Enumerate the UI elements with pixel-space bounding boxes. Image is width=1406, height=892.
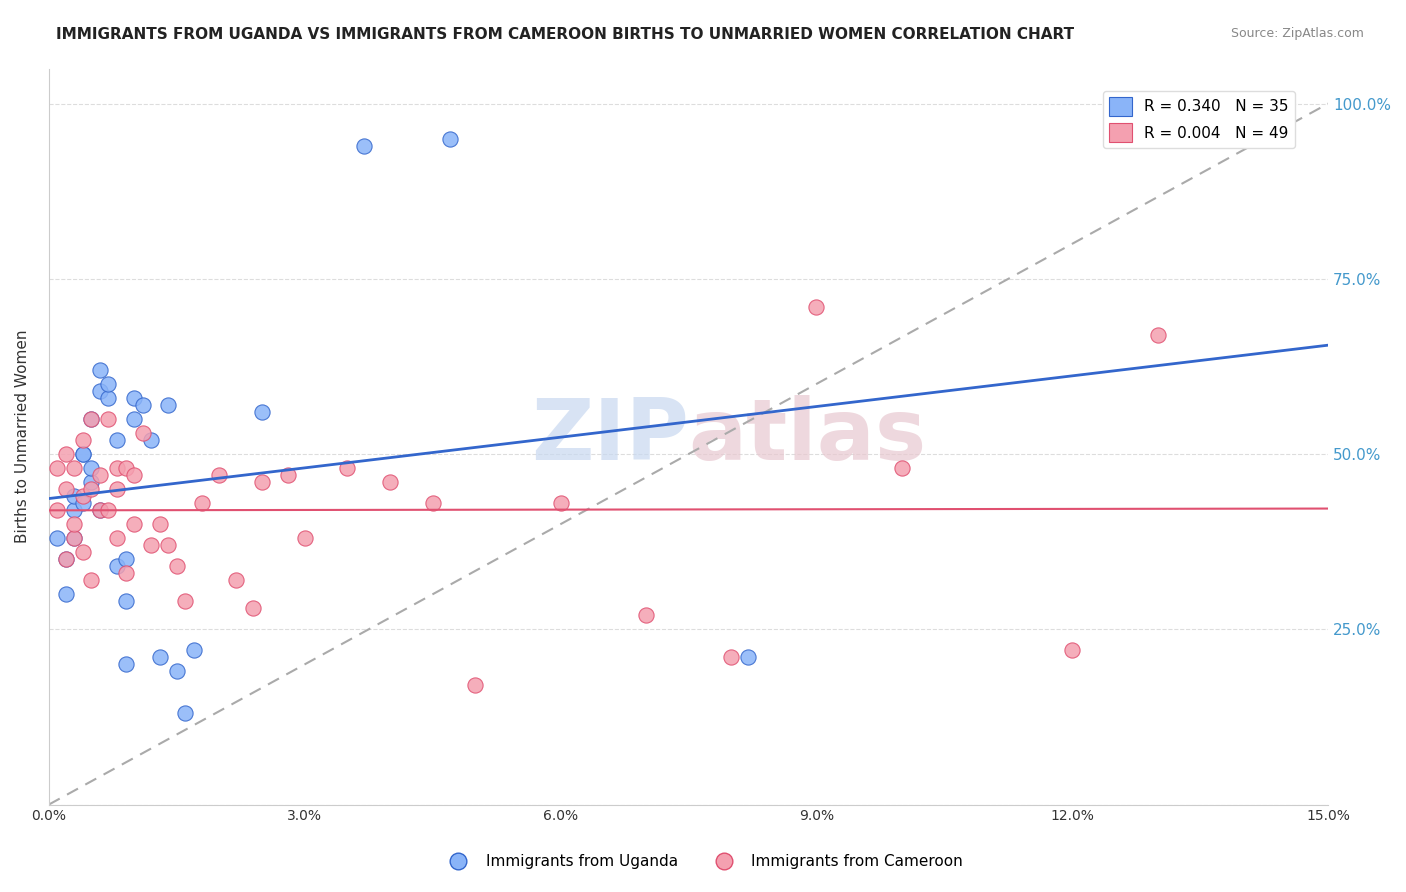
Point xyxy=(422,496,444,510)
Point xyxy=(72,447,94,461)
Point xyxy=(105,559,128,574)
Point xyxy=(97,376,120,391)
Point xyxy=(80,412,103,426)
Point xyxy=(122,468,145,483)
Point xyxy=(63,531,86,545)
Point xyxy=(114,657,136,672)
Point xyxy=(250,405,273,419)
Point xyxy=(294,531,316,545)
Point xyxy=(122,517,145,532)
Point xyxy=(225,574,247,588)
Point xyxy=(464,678,486,692)
Point xyxy=(157,398,180,412)
Point xyxy=(114,566,136,581)
Point xyxy=(80,482,103,496)
Legend: R = 0.340   N = 35, R = 0.004   N = 49: R = 0.340 N = 35, R = 0.004 N = 49 xyxy=(1104,91,1295,148)
Point xyxy=(336,461,359,475)
Point xyxy=(174,594,197,608)
Point xyxy=(720,650,742,665)
Text: Source: ZipAtlas.com: Source: ZipAtlas.com xyxy=(1230,27,1364,40)
Text: atlas: atlas xyxy=(689,395,927,478)
Point xyxy=(149,650,172,665)
Point xyxy=(634,608,657,623)
Point xyxy=(105,531,128,545)
Point xyxy=(1062,643,1084,657)
Point xyxy=(46,503,69,517)
Point xyxy=(55,482,77,496)
Point xyxy=(1146,327,1168,342)
Point xyxy=(139,433,162,447)
Point xyxy=(242,601,264,615)
Point xyxy=(191,496,214,510)
Point xyxy=(80,461,103,475)
Y-axis label: Births to Unmarried Women: Births to Unmarried Women xyxy=(15,330,30,543)
Point xyxy=(550,496,572,510)
Point xyxy=(80,574,103,588)
Point xyxy=(89,468,111,483)
Text: ZIP: ZIP xyxy=(530,395,689,478)
Point xyxy=(63,531,86,545)
Point xyxy=(114,594,136,608)
Point xyxy=(122,412,145,426)
Point xyxy=(72,447,94,461)
Point xyxy=(208,468,231,483)
Point xyxy=(89,503,111,517)
Point xyxy=(63,461,86,475)
Point xyxy=(131,425,153,440)
Point xyxy=(55,587,77,601)
Point xyxy=(55,552,77,566)
Point xyxy=(89,363,111,377)
Point xyxy=(105,461,128,475)
Point xyxy=(157,538,180,552)
Point xyxy=(166,559,188,574)
Point xyxy=(114,552,136,566)
Point xyxy=(63,489,86,503)
Point xyxy=(97,412,120,426)
Legend: Immigrants from Uganda, Immigrants from Cameroon: Immigrants from Uganda, Immigrants from … xyxy=(437,848,969,875)
Point xyxy=(131,398,153,412)
Point xyxy=(277,468,299,483)
Point xyxy=(122,391,145,405)
Point xyxy=(174,706,197,721)
Point xyxy=(46,461,69,475)
Point xyxy=(55,552,77,566)
Point xyxy=(72,545,94,559)
Point xyxy=(105,482,128,496)
Point xyxy=(63,503,86,517)
Point xyxy=(97,503,120,517)
Point xyxy=(183,643,205,657)
Point xyxy=(139,538,162,552)
Point xyxy=(250,475,273,490)
Point xyxy=(149,517,172,532)
Point xyxy=(114,461,136,475)
Point xyxy=(166,665,188,679)
Point xyxy=(378,475,401,490)
Point xyxy=(105,433,128,447)
Point xyxy=(890,461,912,475)
Point xyxy=(72,489,94,503)
Point xyxy=(72,433,94,447)
Point xyxy=(353,138,375,153)
Point xyxy=(737,650,759,665)
Point xyxy=(46,531,69,545)
Text: IMMIGRANTS FROM UGANDA VS IMMIGRANTS FROM CAMEROON BIRTHS TO UNMARRIED WOMEN COR: IMMIGRANTS FROM UGANDA VS IMMIGRANTS FRO… xyxy=(56,27,1074,42)
Point xyxy=(89,503,111,517)
Point xyxy=(63,517,86,532)
Point xyxy=(80,412,103,426)
Point xyxy=(439,131,461,145)
Point xyxy=(806,300,828,314)
Point xyxy=(55,447,77,461)
Point xyxy=(72,496,94,510)
Point xyxy=(80,475,103,490)
Point xyxy=(89,384,111,398)
Point xyxy=(97,391,120,405)
